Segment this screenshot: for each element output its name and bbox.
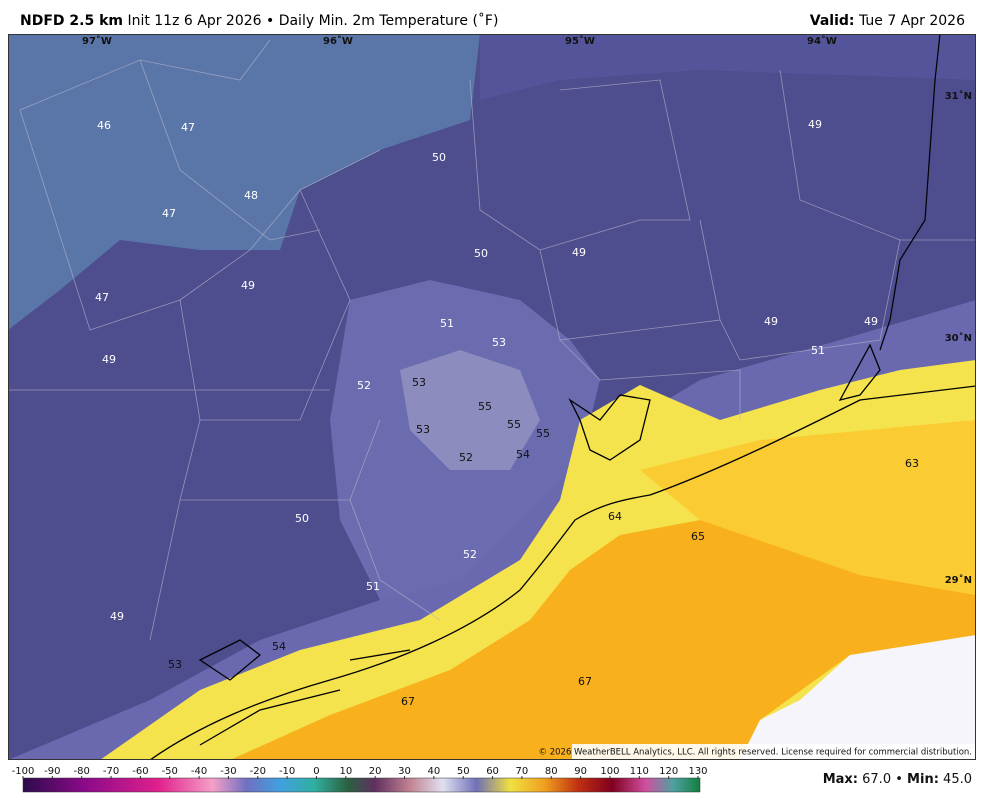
temperature-label: 50: [295, 512, 309, 525]
colorbar-tick-label: 120: [659, 766, 678, 777]
temperature-label: 49: [864, 315, 878, 328]
state-border: [879, 34, 941, 351]
model: NDFD 2.5 km: [20, 13, 123, 29]
county-lines: [8, 39, 976, 641]
header: NDFD 2.5 km Init 11z 6 Apr 2026 • Daily …: [20, 12, 965, 29]
temperature-label: 64: [608, 510, 622, 523]
temperature-label: 52: [459, 451, 473, 464]
valid-label: Valid:: [810, 13, 855, 29]
temperature-label: 52: [357, 379, 371, 392]
temperature-label: 46: [97, 119, 111, 132]
temperature-label: 67: [578, 675, 592, 688]
temperature-label: 53: [492, 336, 506, 349]
temperature-label: 49: [572, 246, 586, 259]
colorbar-tick-label: 10: [339, 766, 352, 777]
valid: Valid: Tue 7 Apr 2026: [810, 13, 965, 29]
colorbar-tick-label: 40: [428, 766, 441, 777]
colorbar-tick-label: 70: [516, 766, 529, 777]
temperature-label: 51: [811, 344, 825, 357]
longitude-label: 96˚W: [323, 35, 353, 47]
latitude-label: 30˚N: [945, 332, 972, 344]
temperature-label: 48: [244, 189, 258, 202]
colorbar-tick-label: -60: [132, 766, 148, 777]
latitude-label: 29˚N: [945, 574, 972, 586]
temperature-label: 49: [764, 315, 778, 328]
temperature-label: 50: [474, 247, 488, 260]
max-label: Max:: [823, 772, 858, 787]
colorbar-tick-label: -50: [162, 766, 178, 777]
temperature-label: 65: [691, 530, 705, 543]
title: NDFD 2.5 km Init 11z 6 Apr 2026 • Daily …: [20, 12, 498, 29]
colorbar-tick-label: -90: [44, 766, 60, 777]
stats: Max: 67.0 • Min: 45.0: [823, 772, 972, 787]
longitude-label: 97˚W: [82, 35, 112, 47]
latitude-label: 31˚N: [945, 90, 972, 102]
temperature-label: 55: [507, 418, 521, 431]
colorbar-tick-label: -30: [220, 766, 236, 777]
colorbar-tick-label: 110: [630, 766, 649, 777]
temperature-label: 47: [162, 207, 176, 220]
colorbar-tick-label: 90: [574, 766, 587, 777]
temperature-label: 47: [95, 291, 109, 304]
colorbar-tick-label: 100: [600, 766, 619, 777]
map: 46 47 50 49 48 47 50 49 47 49 51 53 49 4…: [8, 34, 976, 760]
colorbar-tick-label: -10: [279, 766, 295, 777]
longitude-label: 94˚W: [807, 35, 837, 47]
colorbar-tick-label: -20: [250, 766, 266, 777]
light-orange-region: [640, 420, 976, 595]
copyright: © 2026 WeatherBELL Analytics, LLC. All r…: [539, 748, 972, 758]
temperature-label: 53: [168, 658, 182, 671]
temperature-label: 55: [536, 427, 550, 440]
colorbar-tick-label: 50: [457, 766, 470, 777]
min-label: Min:: [907, 772, 939, 787]
colorbar-tick-label: 20: [369, 766, 382, 777]
map-frame: [8, 34, 976, 760]
colorbar-tick-label: 0: [313, 766, 319, 777]
colorbar-tick-label: -70: [103, 766, 119, 777]
no-data-region: [740, 635, 976, 760]
colorbar-tick-label: 60: [486, 766, 499, 777]
colorbar-tick-label: -80: [74, 766, 90, 777]
temperature-label: 53: [416, 423, 430, 436]
valid-date: Tue 7 Apr 2026: [858, 13, 965, 29]
temperature-label: 51: [366, 580, 380, 593]
min-value: 45.0: [943, 772, 972, 787]
max-value: 67.0: [862, 772, 891, 787]
colorbar-tick-label: 30: [398, 766, 411, 777]
temperature-label: 67: [401, 695, 415, 708]
temperature-label: 49: [102, 353, 116, 366]
temperature-label: 51: [440, 317, 454, 330]
coastline: [149, 343, 976, 760]
orange-region: [230, 520, 976, 760]
temperature-label: 54: [272, 640, 286, 653]
temperature-label: 50: [432, 151, 446, 164]
region: [480, 34, 976, 100]
temperature-label: 63: [905, 457, 919, 470]
longitude-label: 95˚W: [565, 35, 595, 47]
colorbar-tick-label: 80: [545, 766, 558, 777]
colorbar-tick-label: -100: [12, 766, 35, 777]
copyright-box: [572, 744, 976, 760]
colorbar-tick-label: 130: [688, 766, 707, 777]
temperature-label: 54: [516, 448, 530, 461]
colorbar-tick-label: -40: [191, 766, 207, 777]
temperature-label: 52: [463, 548, 477, 561]
temperature-label: 49: [808, 118, 822, 131]
temperature-label: 55: [478, 400, 492, 413]
separator: •: [895, 772, 903, 787]
urban-region: [400, 350, 540, 470]
colorbar: [22, 777, 701, 793]
blue-region: [8, 34, 480, 330]
colorbar-ticks: -100 -90 -80 -70 -60 -50 -40 -30 -20 -10 0 10 20 30 40…: [12, 766, 708, 779]
temperature-label: 47: [181, 121, 195, 134]
temperature-label: 53: [412, 376, 426, 389]
description: Init 11z 6 Apr 2026 • Daily Min. 2m Temp…: [127, 12, 498, 29]
temperature-label: 49: [110, 610, 124, 623]
temperature-label: 49: [241, 279, 255, 292]
